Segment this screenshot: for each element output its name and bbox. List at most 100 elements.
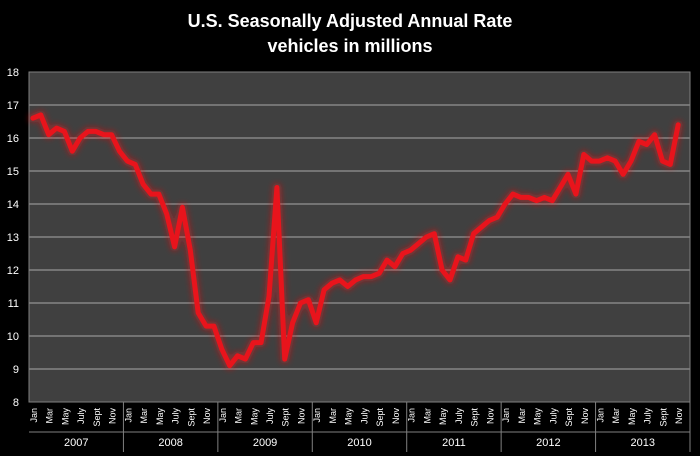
data-point	[565, 172, 571, 177]
data-point	[408, 248, 413, 253]
data-point	[258, 340, 264, 345]
data-point	[455, 254, 461, 259]
x-tick-label: Jan	[407, 408, 417, 423]
x-tick-label: Mar	[45, 408, 55, 424]
chart-subtitle: vehicles in millions	[267, 36, 433, 56]
chart-title: U.S. Seasonally Adjusted Annual Rate	[187, 11, 513, 31]
x-tick-label: Sept	[470, 408, 480, 427]
data-point	[597, 158, 602, 164]
year-label: 2012	[536, 437, 560, 449]
x-tick-label: Nov	[674, 408, 684, 425]
data-point	[282, 356, 287, 362]
x-tick-label: Nov	[202, 408, 212, 425]
data-point	[117, 149, 122, 154]
data-point	[542, 195, 547, 200]
data-point	[54, 125, 59, 131]
data-point	[85, 129, 91, 134]
data-point	[172, 244, 177, 250]
data-point	[416, 241, 421, 246]
x-tick-label: May	[344, 408, 354, 426]
x-tick-label: Sept	[658, 408, 668, 427]
data-point	[211, 323, 217, 329]
data-point	[235, 353, 240, 358]
x-tick-label: Sept	[564, 408, 574, 427]
data-point	[337, 277, 342, 283]
x-tick-label: May	[60, 408, 70, 426]
data-point	[439, 267, 445, 273]
data-point	[77, 135, 83, 141]
data-point	[377, 271, 382, 276]
data-point	[196, 310, 201, 316]
data-point	[188, 248, 193, 253]
y-tick-label: 10	[7, 331, 19, 343]
x-tick-label: Jan	[596, 408, 606, 423]
data-point	[660, 158, 665, 164]
x-tick-label: Sept	[92, 408, 102, 427]
year-label: 2007	[64, 437, 88, 449]
x-tick-label: Sept	[186, 408, 196, 427]
x-tick-label: Nov	[580, 408, 590, 425]
data-point	[550, 198, 555, 203]
data-point	[164, 211, 169, 217]
data-point	[361, 274, 366, 279]
data-point	[432, 231, 437, 236]
y-tick-label: 18	[7, 67, 19, 79]
data-point	[156, 191, 161, 197]
x-tick-label: July	[265, 408, 275, 425]
data-point	[133, 162, 138, 167]
data-point	[70, 149, 75, 154]
data-point	[471, 231, 476, 236]
data-point	[392, 264, 398, 269]
data-point	[628, 158, 634, 164]
y-tick-label: 8	[13, 397, 19, 409]
x-tick-label: July	[643, 408, 653, 425]
data-point	[62, 129, 67, 134]
data-point	[573, 191, 579, 197]
data-point	[558, 185, 563, 190]
data-point	[290, 320, 295, 325]
x-tick-label: Sept	[375, 408, 385, 427]
data-point	[30, 116, 36, 121]
data-point	[329, 281, 335, 286]
x-tick-label: May	[533, 408, 543, 426]
y-tick-label: 17	[7, 100, 19, 112]
x-tick-label: Jan	[29, 408, 39, 423]
x-tick-label: May	[627, 408, 637, 426]
data-point	[620, 172, 626, 177]
x-tick-label: Jan	[312, 408, 322, 423]
data-point	[644, 142, 649, 147]
year-label: 2009	[253, 437, 277, 449]
data-point	[274, 185, 280, 190]
x-tick-label: July	[548, 408, 558, 425]
year-label: 2013	[631, 437, 655, 449]
x-tick-label: Mar	[611, 408, 621, 424]
y-tick-label: 13	[7, 232, 19, 244]
data-point	[101, 132, 107, 137]
data-point	[526, 195, 531, 200]
x-tick-label: Mar	[517, 408, 527, 424]
y-tick-label: 9	[13, 364, 19, 376]
y-tick-label: 16	[7, 133, 19, 145]
x-tick-label: Mar	[328, 408, 338, 424]
x-tick-label: Jan	[218, 408, 228, 423]
data-point	[125, 158, 130, 164]
data-point	[384, 257, 390, 263]
x-tick-label: Nov	[485, 408, 495, 425]
data-point	[479, 224, 484, 230]
data-point	[140, 182, 146, 187]
data-point	[314, 320, 319, 325]
y-tick-label: 11	[8, 298, 19, 310]
data-point	[510, 191, 516, 197]
data-point	[251, 340, 256, 345]
data-point	[109, 132, 114, 137]
data-point	[487, 218, 492, 223]
y-tick-label: 12	[7, 265, 19, 277]
x-tick-label: Mar	[139, 408, 149, 424]
data-point	[345, 284, 350, 289]
year-label: 2008	[158, 437, 182, 449]
x-tick-label: May	[155, 408, 165, 426]
data-point	[93, 129, 99, 134]
data-point	[180, 205, 185, 210]
year-label: 2011	[442, 437, 466, 449]
x-tick-label: Mar	[422, 408, 432, 424]
